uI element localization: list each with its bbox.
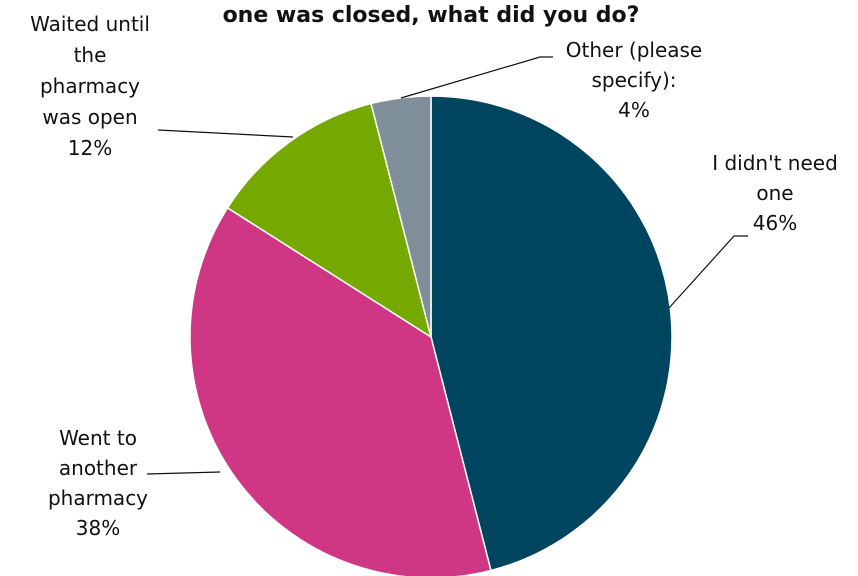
slice-label-line: pharmacy [48, 486, 148, 510]
chart-title: one was closed, what did you do? [223, 3, 640, 28]
slice-label-3: Other (please specify): 4% [566, 38, 702, 122]
leader-line-1 [146, 471, 221, 475]
slice-label-line: Waited until [30, 12, 150, 36]
slice-value-label: 38% [76, 516, 120, 540]
pie-slice-3 [370, 95, 432, 338]
slice-value-label: 46% [753, 211, 797, 235]
slice-label-0: I didn't need one 46% [712, 151, 838, 235]
slice-label-line: another [59, 456, 138, 480]
slice-value-label: 12% [68, 136, 112, 160]
slice-label-line: one [756, 181, 793, 205]
leader-line-3 [400, 56, 553, 99]
slice-value-label: 4% [618, 98, 650, 122]
pie-slice-2 [226, 102, 433, 339]
slice-label-1: Went to another pharmacy 38% [48, 426, 148, 540]
slice-label-line: was open [42, 105, 137, 129]
leader-line-0 [668, 235, 748, 309]
slice-label-line: Went to [59, 426, 137, 450]
slice-label-line: pharmacy [40, 74, 140, 98]
leader-lines [146, 56, 748, 475]
pie-slice-1 [189, 206, 492, 576]
pie-slices [189, 95, 673, 576]
leader-line-2 [157, 129, 294, 138]
slice-label-2: Waited until the pharmacy was open 12% [30, 12, 150, 160]
slice-label-line: the [74, 43, 107, 67]
slice-label-line: specify): [591, 68, 676, 92]
slice-label-line: I didn't need [712, 151, 838, 175]
slice-label-line: Other (please [566, 38, 702, 62]
slice-labels: I didn't need one 46% Went to another pharmac… [30, 12, 838, 540]
